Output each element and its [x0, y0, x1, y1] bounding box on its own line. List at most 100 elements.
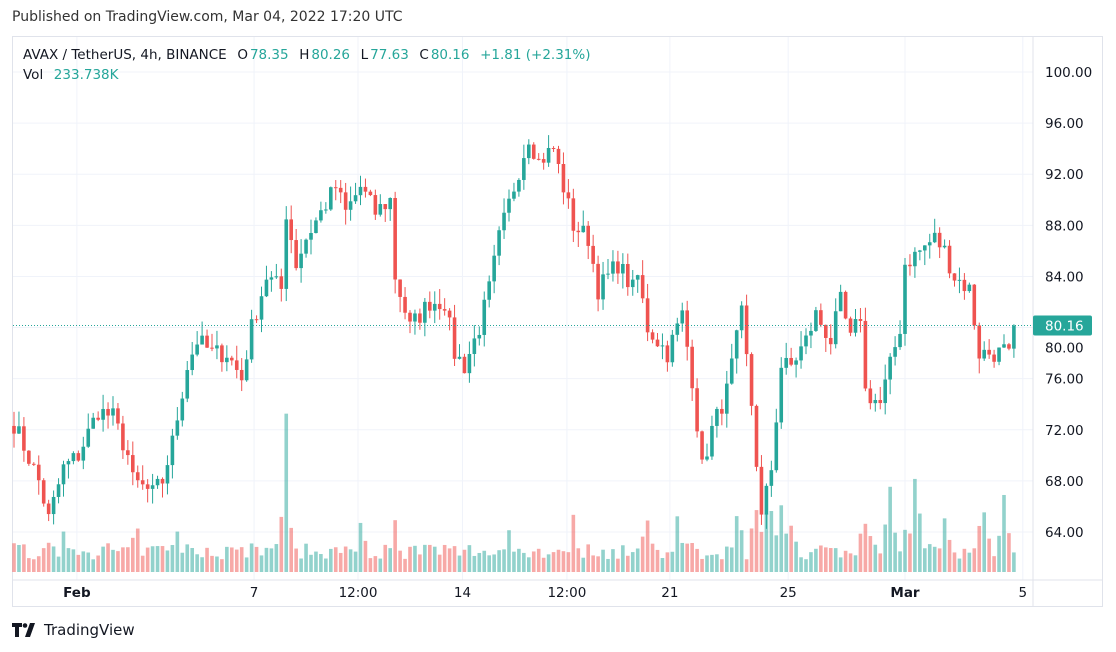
volume-bar — [432, 546, 437, 572]
volume-bar — [809, 552, 813, 572]
volume-bar — [997, 535, 1001, 572]
volume-bar — [289, 527, 293, 572]
volume-bar — [437, 554, 442, 572]
candle-body — [363, 186, 368, 192]
candle-body — [27, 450, 31, 464]
volume-bar — [729, 547, 734, 572]
candle-body — [898, 333, 902, 348]
candle-body — [729, 358, 734, 384]
candle-body — [611, 261, 615, 274]
volume-bar — [373, 556, 378, 572]
volume-bar — [135, 528, 140, 572]
candle-body — [819, 310, 823, 325]
candle-body — [561, 163, 566, 193]
brand-name: TradingView — [44, 621, 135, 639]
volume-bar — [527, 557, 531, 572]
candle-body — [923, 245, 927, 251]
time-tick-label: 7 — [250, 585, 259, 601]
volume-bar — [814, 548, 818, 572]
candle-body — [442, 309, 447, 311]
candle-body — [873, 400, 878, 404]
volume-bar — [274, 544, 279, 572]
candle-body — [571, 198, 576, 231]
candle-body — [531, 144, 536, 159]
volume-bar — [487, 555, 491, 572]
candle-body — [650, 332, 655, 340]
volume-bar — [868, 536, 873, 572]
candle-body — [432, 303, 437, 311]
candle-body — [779, 367, 784, 423]
volume-bar — [378, 558, 383, 572]
volume-bar — [101, 546, 105, 572]
volume-bar — [497, 550, 501, 572]
volume-bar — [774, 535, 779, 572]
candle-body — [616, 261, 620, 274]
volume-bar — [116, 551, 120, 572]
candle-body — [784, 357, 788, 368]
volume-bar — [794, 541, 798, 572]
candle-body — [492, 255, 496, 282]
candle-body — [289, 219, 293, 241]
candle-body — [843, 291, 848, 319]
candle-body — [418, 313, 422, 323]
candle-body — [908, 264, 912, 267]
volume-bar — [61, 531, 66, 572]
candle-body — [106, 408, 110, 416]
candle-body — [51, 496, 56, 515]
time-tick-label: 12:00 — [547, 585, 586, 601]
low-label: L — [360, 47, 369, 63]
volume-bar — [200, 557, 204, 572]
volume-bar — [319, 554, 323, 572]
candle-body — [794, 360, 798, 365]
candle-body — [126, 450, 130, 456]
volume-bar — [734, 516, 739, 572]
volume-bar — [804, 559, 808, 572]
volume-bar — [665, 552, 670, 572]
candle-body — [601, 274, 605, 300]
volume-bar — [843, 550, 848, 572]
symbol-title[interactable]: AVAX / TetherUS, 4h, BINANCE — [23, 47, 227, 63]
volume-bar — [472, 555, 477, 572]
candle-body — [833, 311, 838, 345]
candle-body — [878, 400, 883, 404]
candle-body — [358, 186, 363, 196]
volume-bar — [17, 544, 21, 572]
candle-body — [264, 279, 269, 297]
candle-body — [759, 466, 764, 515]
candle-body — [497, 230, 501, 256]
candle-body — [903, 264, 907, 334]
volume-bar — [96, 555, 100, 572]
candle-body — [259, 296, 264, 320]
volume-bar — [561, 551, 566, 572]
candle-body — [447, 310, 452, 318]
candle-body — [675, 323, 680, 335]
footer-brand[interactable]: TradingView — [12, 621, 135, 639]
volume-bar — [234, 549, 239, 572]
candle-body — [527, 144, 531, 159]
candle-body — [190, 354, 194, 371]
volume-bar — [626, 555, 630, 572]
volume-bar — [457, 555, 462, 572]
volume-bar — [225, 546, 229, 572]
volume-bar — [556, 549, 561, 572]
candle-body — [200, 335, 204, 345]
volume-bar — [967, 552, 972, 572]
volume-bar — [348, 549, 353, 572]
volume-bar — [91, 559, 95, 572]
volume-bar — [502, 549, 506, 572]
candle-body — [304, 239, 308, 254]
candle-body — [576, 230, 581, 233]
candle-body — [388, 198, 392, 210]
low-value: 77.63 — [370, 47, 409, 63]
volume-label: Vol — [23, 67, 44, 83]
candle-body — [462, 356, 467, 374]
chart-frame[interactable] — [12, 36, 1103, 607]
open-label: O — [237, 47, 248, 63]
volume-bar — [294, 548, 298, 572]
price-tick-label: 88.00 — [1045, 218, 1084, 234]
volume-bar — [343, 546, 348, 572]
candle-body — [457, 356, 462, 359]
volume-bar — [635, 548, 640, 572]
volume-bar — [195, 554, 199, 572]
